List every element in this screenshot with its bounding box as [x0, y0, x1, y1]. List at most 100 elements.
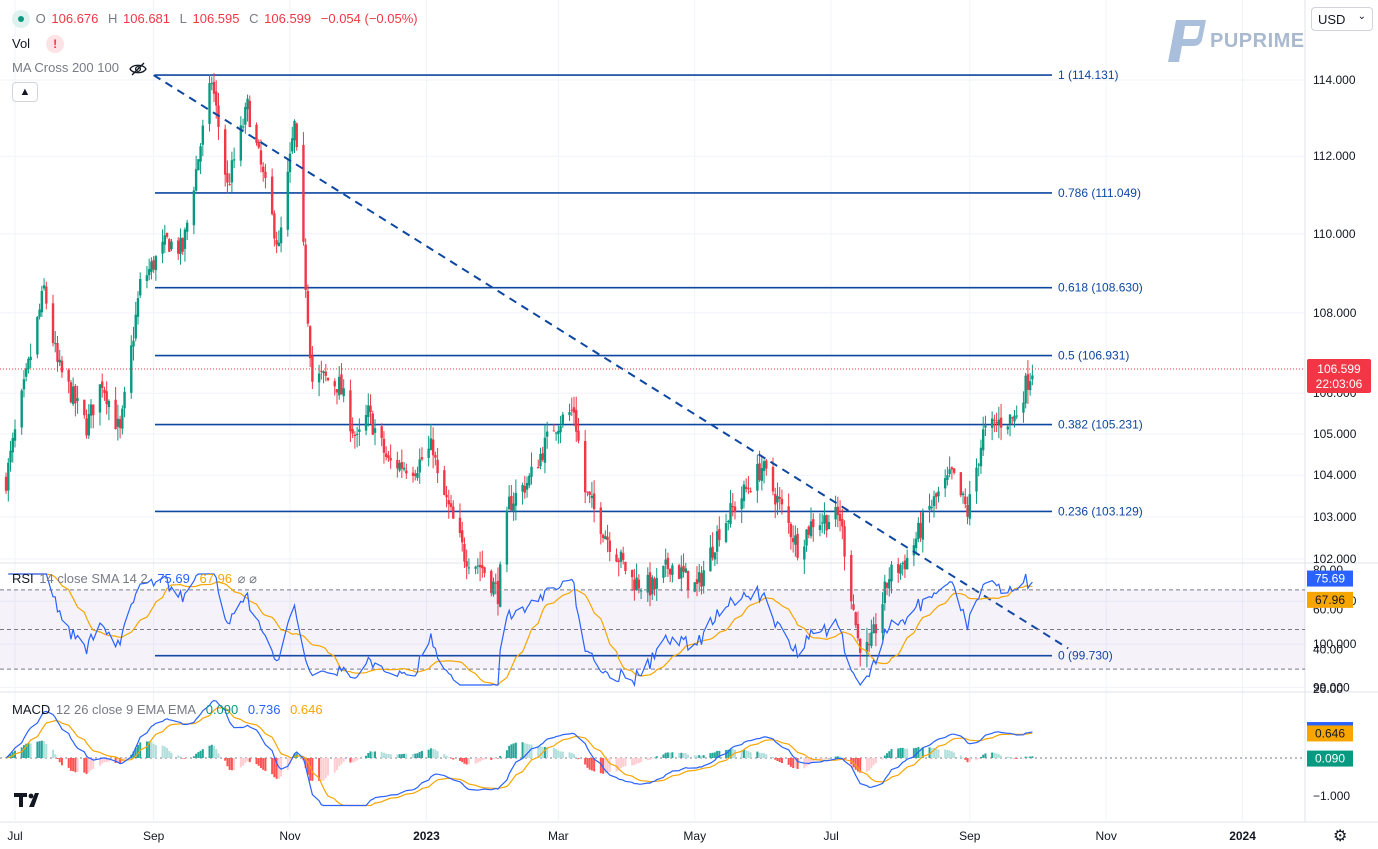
- fib-level-label: 0.5 (106.931): [1058, 349, 1129, 363]
- candle-body: [572, 407, 576, 413]
- macd-histogram-bar: [416, 753, 419, 758]
- candle-body: [259, 150, 263, 165]
- open-value: 106.676: [51, 11, 99, 27]
- fib-level-label: 0.382 (105.231): [1058, 418, 1143, 432]
- candle-body: [702, 570, 705, 587]
- candle-body: [637, 579, 641, 589]
- candle-body: [447, 500, 450, 505]
- trend-line[interactable]: [153, 74, 1069, 650]
- macd-histogram-bar: [152, 743, 155, 758]
- rsi-line: [8, 573, 1033, 687]
- macd-histogram-bar: [20, 747, 23, 758]
- rsi-legend[interactable]: RSI 14 close SMA 14 2 75.69 67.96 ⌀ ⌀: [12, 571, 259, 587]
- candle-body: [966, 505, 969, 517]
- macd-histogram-bar: [476, 758, 479, 763]
- candle-body: [975, 467, 978, 492]
- macd-histogram-bar: [324, 758, 327, 779]
- macd-histogram-bar: [195, 753, 198, 758]
- candle-body: [248, 100, 251, 128]
- macd-params: 12 26 close 9 EMA EMA: [55, 702, 197, 717]
- ma-legend[interactable]: MA Cross 200 100: [12, 60, 147, 76]
- macd-histogram-bar: [839, 756, 842, 758]
- time-tick-label: 2024: [1229, 829, 1256, 843]
- macd-histogram-bar: [505, 750, 508, 758]
- macd-histogram-bar: [371, 751, 374, 758]
- candle-body: [693, 582, 696, 592]
- macd-histogram-bar: [530, 744, 533, 758]
- candle-body: [671, 565, 674, 576]
- candle-body: [856, 623, 860, 639]
- candle-body: [617, 560, 620, 563]
- candle-body: [483, 567, 486, 574]
- chevron-up-icon: ▲: [19, 86, 31, 98]
- macd-histogram-bar: [881, 758, 884, 760]
- macd-histogram-bar: [385, 753, 388, 758]
- macd-histogram-bar: [937, 749, 940, 758]
- macd-histogram-bar: [116, 758, 119, 763]
- candle-body: [1008, 414, 1012, 425]
- macd-legend[interactable]: MACD 12 26 close 9 EMA EMA 0.090 0.736 0…: [12, 702, 325, 717]
- volume-legend[interactable]: Vol!: [12, 35, 66, 53]
- tradingview-logo[interactable]: [14, 790, 46, 815]
- eye-hidden-icon[interactable]: [128, 62, 147, 76]
- candle-body: [838, 513, 842, 521]
- price-tick-label: 99.000: [1313, 680, 1350, 694]
- macd-histogram-bar: [946, 749, 949, 758]
- macd-histogram-bar: [546, 747, 549, 758]
- macd-histogram-bar: [233, 758, 236, 771]
- rsi-value-badge: [1307, 570, 1353, 587]
- macd-histogram-bar: [718, 750, 721, 758]
- time-tick-label: Nov: [279, 829, 300, 843]
- candle-body: [545, 431, 549, 437]
- macd-histogram-bar: [181, 758, 184, 759]
- macd-histogram-bar: [805, 758, 808, 767]
- macd-histogram-bar: [414, 753, 417, 758]
- macd-histogram-bar: [959, 755, 962, 758]
- macd-histogram-bar: [977, 758, 980, 759]
- candle-body: [619, 551, 623, 562]
- macd-histogram-bar: [921, 747, 924, 758]
- candle-body: [823, 515, 826, 524]
- warning-icon[interactable]: !: [46, 35, 65, 53]
- price-tick-label: 114.000: [1313, 73, 1356, 87]
- currency-select[interactable]: USD ⌄: [1311, 7, 1373, 31]
- brand-logo: PUPRIME: [1160, 18, 1310, 69]
- macd-histogram-bar: [552, 747, 555, 758]
- macd-histogram-bar: [389, 754, 392, 758]
- time-axis[interactable]: Jul Sep Nov 2023 Mar May Jul Sep Nov 2024: [7, 829, 1256, 843]
- candle-body: [192, 190, 196, 226]
- macd-histogram-bar: [680, 752, 683, 758]
- candle-body: [577, 430, 580, 441]
- macd-histogram-bar: [22, 745, 25, 758]
- macd-histogram-bar: [915, 747, 918, 758]
- candle-body: [859, 638, 862, 653]
- candle-body: [474, 566, 477, 569]
- symbol-status-icon[interactable]: [12, 10, 30, 28]
- candle-body: [651, 577, 654, 595]
- price-axis[interactable]: 114.000112.000110.000108.000106.000105.0…: [0, 73, 1371, 803]
- macd-histogram-bar: [854, 758, 857, 770]
- macd-histogram-bar: [953, 752, 956, 758]
- macd-histogram-bar: [765, 754, 768, 758]
- macd-histogram-bar: [825, 758, 828, 759]
- settings-gear-icon[interactable]: ⚙: [1333, 828, 1348, 845]
- macd-histogram-bar: [1011, 757, 1014, 759]
- macd-histogram-bar: [358, 758, 361, 759]
- macd-histogram-bar: [418, 751, 421, 758]
- macd-histogram-bar: [304, 758, 307, 769]
- candle-body: [624, 561, 627, 571]
- macd-histogram-bar: [702, 755, 705, 758]
- candle-body: [606, 536, 609, 541]
- macd-histogram-bar: [105, 758, 108, 763]
- macd-histogram-bar: [508, 745, 511, 758]
- candle-body: [418, 459, 421, 473]
- candle-body: [789, 523, 793, 538]
- candle-body: [496, 580, 500, 605]
- candle-body: [208, 83, 211, 124]
- ohlc-legend: O 106.676 H 106.681 L 106.595 C 106.599 …: [12, 10, 420, 29]
- candle-body: [917, 522, 920, 540]
- collapse-legend-button[interactable]: ▲: [12, 82, 38, 102]
- fib-level-label: 0.236 (103.129): [1058, 504, 1143, 518]
- candle-body: [355, 433, 359, 435]
